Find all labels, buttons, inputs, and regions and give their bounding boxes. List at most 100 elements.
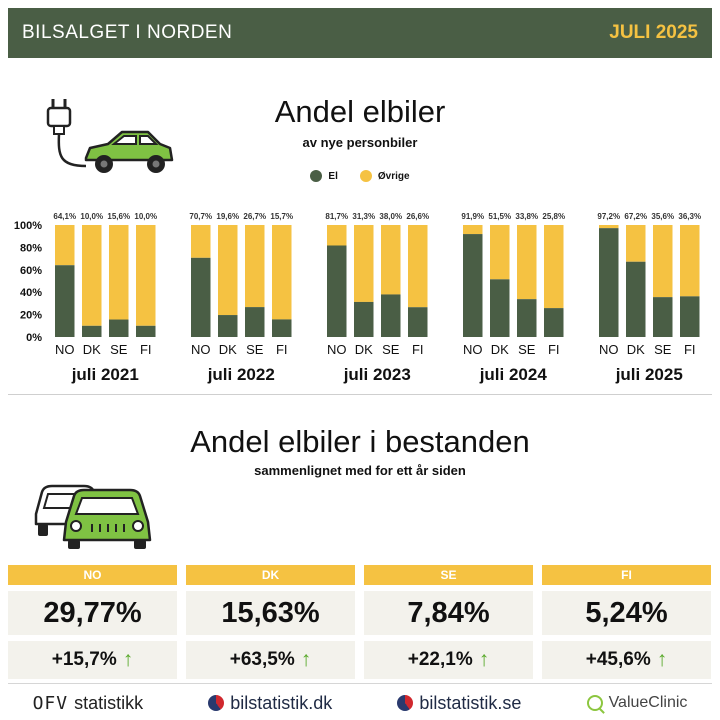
- vc-logo-text: ValueClinic: [608, 694, 688, 711]
- bar-el: [327, 245, 347, 337]
- y-tick-label: 100%: [14, 220, 42, 232]
- bar-ovrige: [408, 225, 428, 308]
- bar-ovrige: [653, 225, 673, 298]
- bar-el: [517, 299, 537, 337]
- bilstatistik-se-logo: bilstatistik.se: [397, 693, 521, 714]
- data-label: 70,7%: [189, 212, 212, 221]
- bar-el: [463, 234, 483, 337]
- x-tick-label: SE: [110, 342, 128, 357]
- card-se: SE 7,84% +22,1% ↑: [364, 565, 533, 679]
- data-label: 10,0%: [80, 212, 103, 221]
- stock-title: Andel elbiler i bestanden: [190, 424, 530, 459]
- x-tick-label: NO: [463, 342, 483, 357]
- x-tick-label: SE: [382, 342, 400, 357]
- bar-ovrige: [517, 225, 537, 300]
- card-change: +22,1%: [407, 649, 473, 670]
- footer-logos: OFV statistikk bilstatistik.dk bilstatis…: [0, 690, 720, 716]
- se-logo-text: bilstatistik.se: [419, 692, 522, 713]
- magnifier-icon: [586, 695, 603, 711]
- arrow-up-icon: ↑: [122, 648, 134, 671]
- card-share: 15,63%: [186, 591, 355, 635]
- arrow-up-icon: ↑: [656, 648, 668, 671]
- x-tick-label: FI: [140, 342, 152, 357]
- ev-car-plug-icon: [46, 99, 174, 173]
- bar-ovrige: [272, 225, 292, 320]
- bar-el: [136, 325, 156, 337]
- y-tick-label: 80%: [20, 242, 42, 254]
- card-change: +45,6%: [585, 649, 651, 670]
- y-tick-label: 60%: [20, 265, 42, 277]
- data-label: 36,3%: [678, 212, 701, 221]
- card-change: +63,5%: [229, 649, 295, 670]
- data-label: 91,9%: [461, 212, 484, 221]
- y-tick-label: 40%: [20, 287, 42, 299]
- ofv-mark: OFV: [32, 692, 69, 714]
- y-tick-label: 0%: [26, 332, 42, 344]
- bar-ovrige: [327, 225, 347, 246]
- group-label: juli 2022: [207, 365, 275, 384]
- bar-ovrige: [463, 225, 483, 235]
- bar-el: [354, 301, 374, 337]
- card-share: 5,24%: [542, 591, 711, 635]
- group-label: juli 2023: [343, 365, 411, 384]
- bar-ovrige: [680, 225, 700, 297]
- ofv-logo-text: statistikk: [74, 692, 144, 713]
- card-no: NO 29,77% +15,7% ↑: [8, 565, 177, 679]
- x-tick-label: NO: [327, 342, 347, 357]
- header-bar: BILSALGET I NORDEN JULI 2025: [8, 8, 712, 58]
- card-share: 29,77%: [8, 591, 177, 635]
- card-country: NO: [8, 565, 177, 585]
- x-tick-label: DK: [627, 342, 645, 357]
- bar-el: [55, 265, 75, 337]
- x-tick-label: SE: [518, 342, 536, 357]
- bar-el: [82, 325, 102, 337]
- bar-el: [680, 296, 700, 337]
- group-label: juli 2021: [71, 365, 139, 384]
- legend-swatch-el: [310, 170, 323, 182]
- data-label: 10,0%: [134, 212, 157, 221]
- x-tick-label: FI: [684, 342, 696, 357]
- bar-ovrige: [218, 225, 238, 316]
- x-tick-label: DK: [219, 342, 237, 357]
- bar-ovrige: [354, 225, 374, 302]
- legend-label-el: El: [328, 170, 338, 182]
- card-country: SE: [364, 565, 533, 585]
- data-label: 64,1%: [53, 212, 76, 221]
- header-brand: BILSALGET I NORDEN: [22, 22, 233, 43]
- data-label: 35,6%: [651, 212, 674, 221]
- card-dk: DK 15,63% +63,5% ↑: [186, 565, 355, 679]
- data-label: 97,2%: [597, 212, 620, 221]
- x-tick-label: NO: [599, 342, 619, 357]
- bar-el: [599, 228, 619, 337]
- swoosh-icon: [397, 695, 414, 711]
- bar-ovrige: [109, 225, 129, 320]
- x-tick-label: FI: [276, 342, 288, 357]
- stacked-bar-chart: 0% 20% 40% 60% 80% 100% 64,1% NO 10,0% DK 15,6% SE 1…: [14, 212, 701, 384]
- bar-el: [653, 297, 673, 337]
- bar-ovrige: [136, 225, 156, 326]
- header-date: JULI 2025: [609, 22, 698, 43]
- arrow-up-icon: ↑: [478, 648, 490, 671]
- bar-el: [544, 308, 564, 337]
- bar-ovrige: [599, 225, 619, 229]
- bar-el: [626, 261, 646, 337]
- data-label: 81,7%: [325, 212, 348, 221]
- data-label: 15,6%: [107, 212, 130, 221]
- bar-el: [218, 315, 238, 337]
- data-label: 38,0%: [379, 212, 402, 221]
- dk-logo-text: bilstatistik.dk: [230, 692, 333, 713]
- group-label: juli 2024: [479, 365, 548, 384]
- card-change-row: +15,7% ↑: [8, 641, 177, 679]
- footer-divider: [8, 683, 712, 684]
- card-country: DK: [186, 565, 355, 585]
- bar-ovrige: [245, 225, 265, 308]
- data-label: 25,8%: [542, 212, 565, 221]
- arrow-up-icon: ↑: [300, 648, 312, 671]
- data-label: 51,5%: [488, 212, 511, 221]
- x-tick-label: DK: [83, 342, 101, 357]
- x-tick-label: NO: [55, 342, 75, 357]
- bar-el: [109, 319, 129, 337]
- data-label: 67,2%: [624, 212, 647, 221]
- data-label: 26,7%: [243, 212, 266, 221]
- two-cars-icon: [34, 484, 152, 549]
